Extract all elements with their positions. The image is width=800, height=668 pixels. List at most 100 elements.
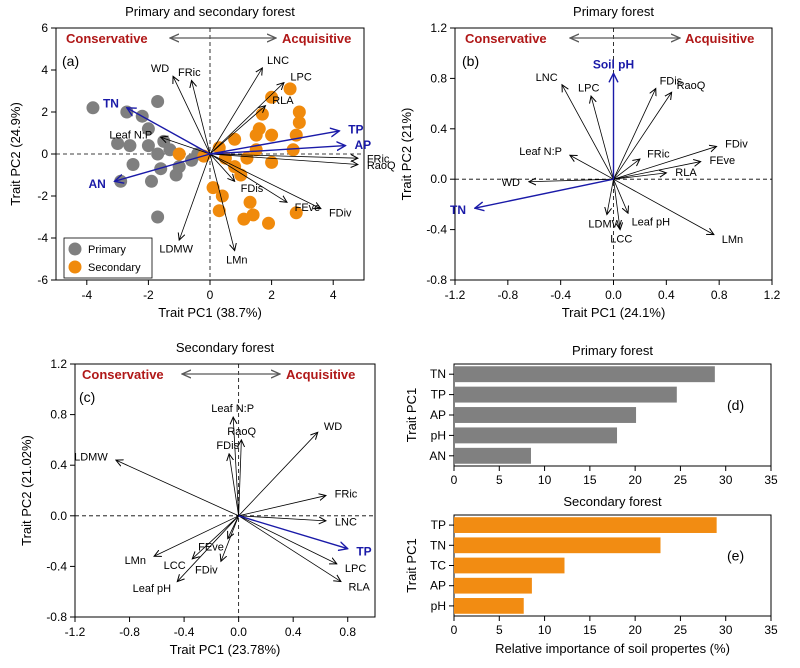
vector-lnc [238, 515, 326, 521]
panel-c: -1.2 -0.8 -0.4 0.0 0.4 0.8-0.8-0.40.00.40.81.… [19, 340, 376, 657]
category-label-an: AN [429, 449, 446, 463]
vector-lmn [613, 178, 714, 234]
x-tick-label: -0.8 [497, 288, 518, 302]
x-tick-label: 0.4 [658, 288, 675, 302]
vector-label-soil-ph: Soil pH [593, 57, 634, 71]
vector-fdiv [613, 146, 717, 180]
vector-lcc [613, 179, 621, 229]
y-tick-label: 1.2 [50, 357, 67, 371]
x-tick-label: 1.2 [764, 288, 781, 302]
vector-leaf-ph [177, 515, 239, 582]
x-tick-label: 2 [268, 288, 275, 302]
vector-label-tp: TP [356, 544, 371, 558]
category-label-ph: pH [431, 599, 446, 613]
vector-label-fdiv: FDiv [329, 208, 352, 220]
panel-d: Primary forest TN TP AP pH AN 0 5 10 15 20 25 30 35 Tr… [404, 343, 778, 487]
category-label-tc: TC [430, 559, 446, 573]
secondary-point [243, 195, 257, 209]
vector-label-fdiv: FDiv [725, 139, 748, 151]
vector-label-wd: WD [151, 63, 169, 75]
vector-label-fric: FRic [178, 67, 201, 79]
vector-label-raoq: RaoQ [227, 426, 256, 438]
vector-label-wd: WD [502, 177, 520, 189]
vector-tp [209, 131, 339, 155]
bar-ph [454, 598, 524, 614]
x-tick-label: 25 [674, 473, 688, 487]
panel-b: -1.2 -0.8 -0.4 0.0 0.4 0.8 1.2-0.8-0.40.00.40.… [399, 4, 781, 320]
primary-point [120, 105, 134, 119]
acquisitive-label: Acquisitive [286, 367, 355, 382]
vector-fric [613, 159, 640, 180]
primary-point [123, 139, 137, 153]
secondary-point [249, 128, 263, 142]
secondary-point [283, 82, 297, 96]
primary-point [185, 153, 199, 167]
primary-point [141, 139, 155, 153]
category-label-tp: TP [431, 518, 446, 532]
vector-label-ldmw: LDMW [588, 218, 622, 230]
secondary-point [289, 206, 303, 220]
primary-point [111, 137, 125, 150]
y-tick-label: -0.4 [46, 559, 67, 573]
vector-lpc [209, 83, 284, 155]
vector-label-raoq: RaoQ [677, 80, 706, 92]
vector-label-lmn: LMn [125, 555, 146, 567]
vector-fric [192, 81, 211, 155]
panel-label: (d) [727, 397, 744, 413]
primary-point [151, 210, 165, 224]
y-tick-label: 4 [41, 63, 48, 77]
vector-label-fdis: FDis [216, 440, 239, 452]
y-tick-label: 1.2 [430, 21, 447, 35]
bar-ph [454, 427, 618, 444]
vector-fdiv [221, 515, 240, 562]
category-label-ap: AP [430, 408, 446, 422]
category-label-tn: TN [430, 367, 446, 381]
x-axis-label: Trait PC1 (38.7%) [158, 305, 262, 320]
panel-label: (b) [462, 53, 479, 69]
y-tick-label: 0.4 [50, 458, 67, 472]
x-tick-label: 30 [719, 473, 733, 487]
x-tick-label: 0.8 [339, 625, 356, 639]
x-tick-label: 10 [538, 623, 552, 637]
vector-label-feve: FEve [198, 542, 224, 554]
plot-frame [74, 363, 376, 618]
x-tick-label: 5 [496, 623, 503, 637]
vector-label-leaf-n-p: Leaf N:P [519, 146, 562, 158]
x-tick-label: -0.4 [550, 288, 571, 302]
vector-label-tn: TN [103, 96, 119, 110]
x-tick-label: 25 [674, 623, 688, 637]
legend-label: Secondary [88, 262, 141, 274]
panel-label: (a) [62, 53, 79, 69]
y-tick-label: 6 [41, 21, 48, 35]
primary-point [126, 158, 140, 171]
y-tick-label: 0.0 [50, 509, 67, 523]
vector-fric [209, 153, 358, 158]
panel-a: -4 -2 0 2 4 -6 -4 -2 0 2 4 6 Primary and secondary f… [8, 4, 396, 320]
x-tick-label: 0.8 [711, 288, 728, 302]
x-tick-label: 30 [719, 623, 733, 637]
bar-ap [454, 407, 637, 423]
vector-label-lmn: LMn [722, 234, 743, 246]
panel-e: Secondary forest TP TN TC AP pH 0 5 10 15 20 25 30 35… [404, 494, 778, 656]
vector-label-lnc: LNC [536, 72, 558, 84]
acquisitive-label: Acquisitive [282, 31, 351, 46]
secondary-point [255, 107, 269, 121]
x-tick-label: 10 [538, 473, 552, 487]
category-label-tp: TP [431, 388, 446, 402]
conservative-label: Conservative [465, 31, 547, 46]
y-axis-label: Trait PC1 [404, 388, 419, 442]
x-tick-label: 0 [451, 473, 458, 487]
vector-wd [529, 179, 614, 182]
conservative-label: Conservative [66, 31, 148, 46]
x-tick-label: 35 [764, 473, 778, 487]
y-tick-label: 0.8 [50, 408, 67, 422]
legend-marker [68, 260, 82, 274]
vector-leaf-n-p [570, 155, 614, 180]
y-tick-label: 0.0 [430, 172, 447, 186]
vector-label-fric: FRic [367, 153, 390, 165]
secondary-point [262, 216, 276, 230]
category-label-ph: pH [431, 428, 446, 442]
vector-an [115, 153, 211, 181]
vector-feve [209, 153, 287, 202]
